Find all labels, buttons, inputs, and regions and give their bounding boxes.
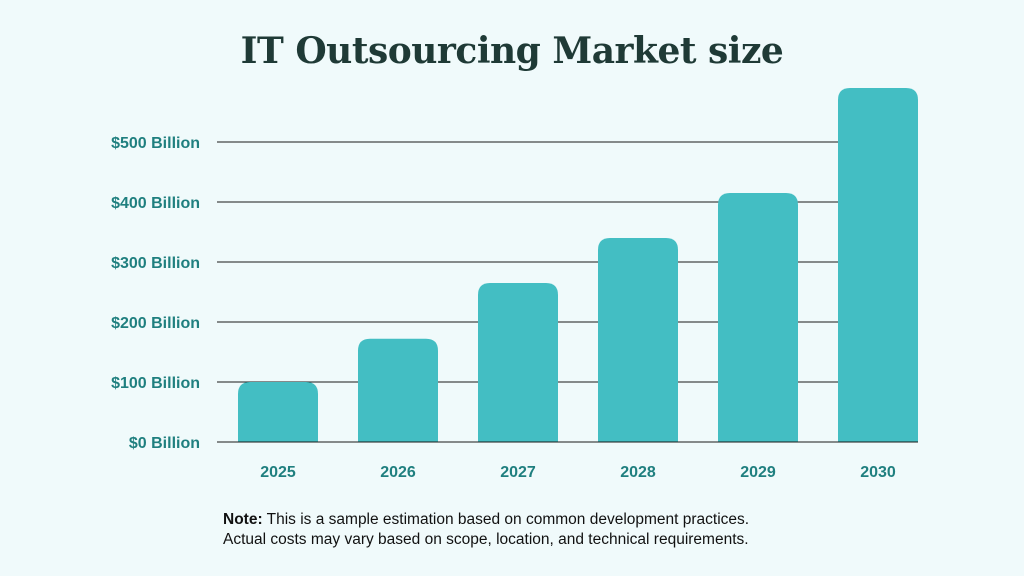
footnote: Note: This is a sample estimation based … xyxy=(223,510,863,550)
x-tick-label: 2029 xyxy=(740,464,776,481)
y-tick-label: $400 Billion xyxy=(111,195,200,212)
x-tick-label: 2030 xyxy=(860,464,896,481)
y-tick-label: $200 Billion xyxy=(111,315,200,332)
y-tick-label: $0 Billion xyxy=(129,435,200,452)
y-tick-label: $100 Billion xyxy=(111,375,200,392)
note-line-2: Actual costs may vary based on scope, lo… xyxy=(223,531,749,548)
bar-2027 xyxy=(478,283,558,442)
note-label: Note: xyxy=(223,511,263,528)
y-tick-label: $500 Billion xyxy=(111,135,200,152)
x-tick-label: 2027 xyxy=(500,464,536,481)
chart-title: IT Outsourcing Market size xyxy=(240,30,784,72)
bar-2025 xyxy=(238,382,318,442)
note-line-1: This is a sample estimation based on com… xyxy=(266,511,750,528)
bar-2030 xyxy=(838,88,918,442)
x-tick-label: 2026 xyxy=(380,464,416,481)
x-tick-label: 2028 xyxy=(620,464,656,481)
bar-2028 xyxy=(598,238,678,442)
y-tick-label: $300 Billion xyxy=(111,255,200,272)
bar-2026 xyxy=(358,338,438,442)
bar-2029 xyxy=(718,193,798,442)
x-tick-label: 2025 xyxy=(260,464,296,481)
